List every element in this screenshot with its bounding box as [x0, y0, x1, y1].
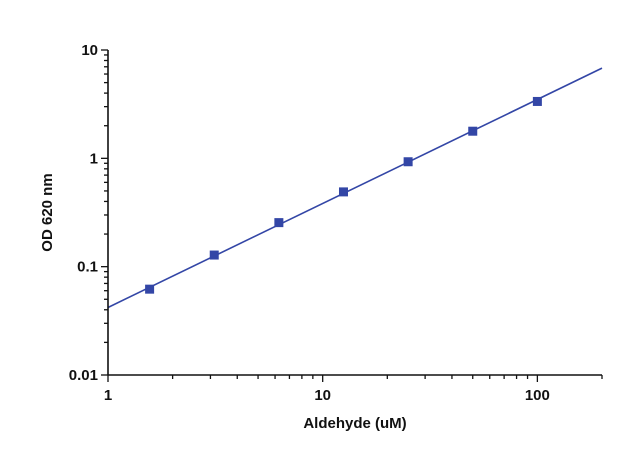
- y-tick-label: 1: [90, 150, 98, 167]
- y-axis-ticks: 0.01 0.1 1 10: [69, 42, 108, 384]
- x-tick-label: 1: [104, 387, 112, 404]
- data-point: [274, 218, 284, 228]
- x-axis-ticks: 1 10 100: [104, 375, 603, 404]
- y-tick-label: 0.1: [77, 259, 98, 276]
- x-tick-label: 10: [314, 387, 331, 404]
- x-axis-title: Aldehyde (uM): [303, 415, 406, 432]
- data-point: [532, 96, 542, 106]
- y-axis-title: OD 620 nm: [39, 173, 56, 251]
- fit-line: [107, 67, 603, 309]
- data-point: [209, 250, 219, 260]
- data-point: [468, 126, 478, 136]
- y-tick-label: 0.01: [69, 367, 98, 384]
- y-tick-label: 10: [81, 42, 98, 59]
- data-point: [403, 157, 413, 167]
- axes: [107, 50, 602, 376]
- data-point: [338, 187, 348, 197]
- data-points: [145, 96, 542, 294]
- data-point: [145, 284, 155, 294]
- x-tick-label: 100: [525, 387, 550, 404]
